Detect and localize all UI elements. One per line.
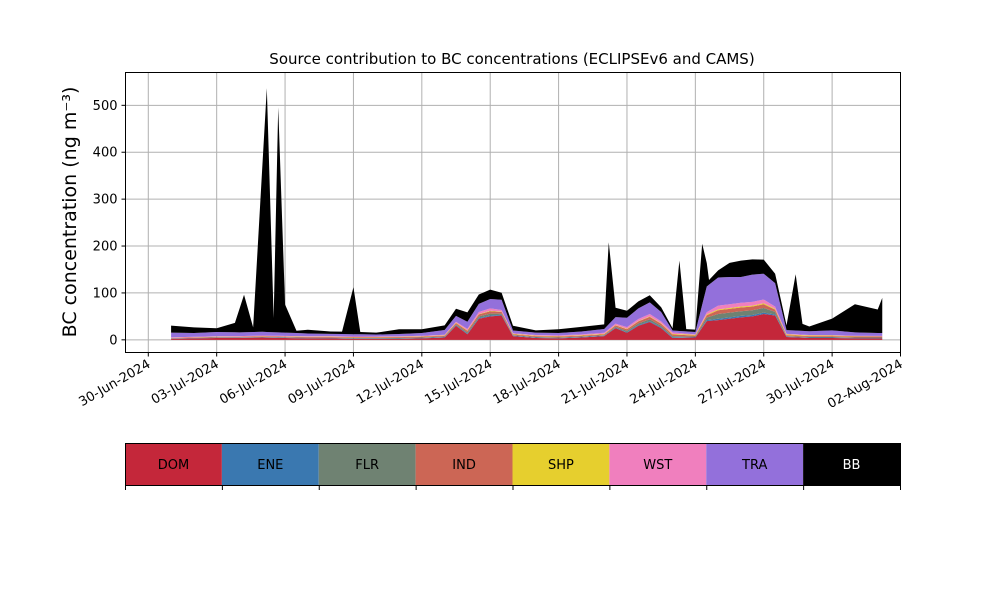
area-bb bbox=[171, 88, 883, 335]
x-tick-label: 24-Jul-2024 bbox=[628, 357, 701, 408]
legend-swatch-ene bbox=[221, 443, 319, 485]
y-tick-label: 300 bbox=[93, 193, 118, 208]
y-axis-label: BC concentration (ng m⁻³) bbox=[59, 87, 81, 338]
y-tick-label: 400 bbox=[93, 146, 118, 161]
legend-swatch-shp bbox=[512, 443, 610, 485]
x-tick-label: 27-Jul-2024 bbox=[696, 357, 769, 408]
legend-label-shp: SHP bbox=[548, 458, 574, 473]
y-tick-label: 200 bbox=[93, 240, 118, 255]
legend-swatch-dom bbox=[125, 443, 222, 485]
y-tick-label: 100 bbox=[93, 286, 118, 301]
x-tick-label: 12-Jul-2024 bbox=[354, 357, 427, 408]
plot-frame bbox=[125, 72, 901, 353]
legend-label-ind: IND bbox=[452, 458, 476, 473]
y-tick-label: 500 bbox=[93, 99, 118, 114]
x-tick-label: 09-Jul-2024 bbox=[286, 357, 359, 408]
x-tick-label: 06-Jul-2024 bbox=[217, 357, 290, 408]
area-dom bbox=[171, 314, 883, 340]
legend-label-flr: FLR bbox=[355, 458, 379, 473]
stacked-areas bbox=[171, 88, 883, 340]
legend-swatch-flr bbox=[318, 443, 416, 485]
legend-swatch-bb bbox=[803, 443, 900, 485]
x-axis: 30-Jun-202403-Jul-202406-Jul-202409-Jul-… bbox=[76, 352, 906, 412]
legend-swatch-tra bbox=[706, 443, 804, 485]
y-axis: 0 100 200 300 400 500 bbox=[93, 99, 126, 348]
legend-label-dom: DOM bbox=[158, 458, 189, 473]
y-tick-label: 0 bbox=[109, 333, 117, 348]
x-tick-label: 02-Aug-2024 bbox=[825, 357, 905, 412]
x-tick-label: 15-Jul-2024 bbox=[422, 357, 495, 408]
legend: DOM ENE FLR IND SHP WST TRA BB bbox=[125, 443, 901, 490]
legend-label-wst: WST bbox=[643, 458, 672, 473]
legend-label-bb: BB bbox=[843, 458, 861, 473]
legend-label-tra: TRA bbox=[741, 458, 767, 473]
legend-swatch-ind bbox=[415, 443, 513, 485]
x-tick-label: 21-Jul-2024 bbox=[559, 357, 632, 408]
chart-title: Source contribution to BC concentrations… bbox=[269, 50, 754, 68]
x-tick-label: 03-Jul-2024 bbox=[149, 357, 222, 408]
legend-swatch-wst bbox=[609, 443, 707, 485]
x-tick-label: 30-Jun-2024 bbox=[76, 357, 153, 410]
x-tick-label: 18-Jul-2024 bbox=[491, 357, 564, 408]
legend-label-ene: ENE bbox=[257, 458, 283, 473]
